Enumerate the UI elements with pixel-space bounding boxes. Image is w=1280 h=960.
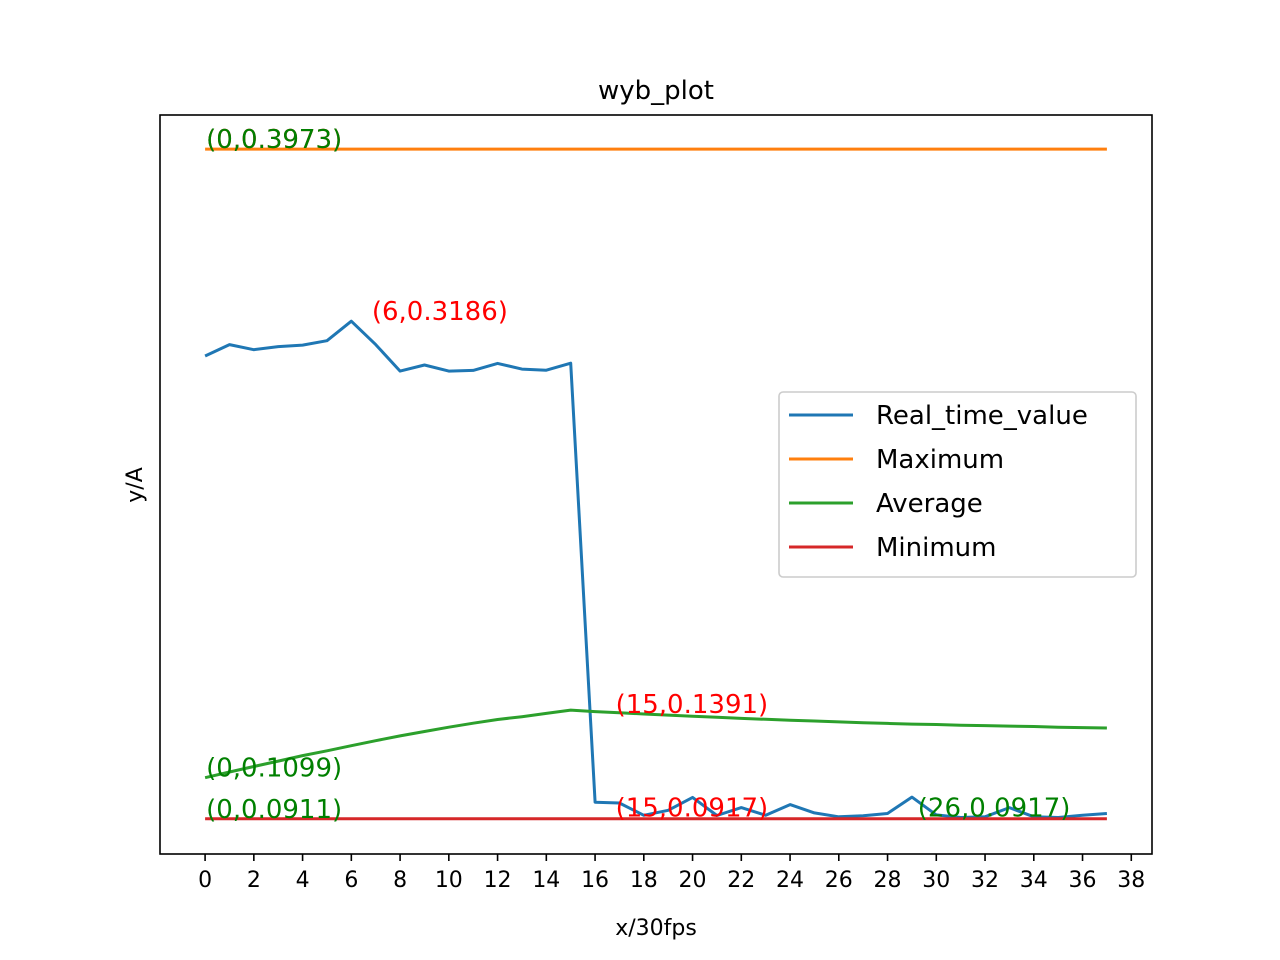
x-tick-label: 16	[581, 868, 609, 893]
x-tick-label: 22	[727, 868, 755, 893]
x-tick-label: 10	[435, 868, 463, 893]
data-annotation: (0,0.3973)	[206, 125, 342, 155]
x-tick-label: 6	[344, 868, 358, 893]
series-line-average	[204, 708, 1107, 780]
legend: Real_time_value Maximum Average Minimum	[778, 391, 1137, 578]
legend-label: Real_time_value	[876, 401, 1088, 431]
x-tick-label: 2	[247, 868, 261, 893]
x-tick-label: 28	[874, 868, 902, 893]
x-axis-ticks: 0 2 4 6 8 10 12 14 16 18 20 22 24 26 28 30 32 34 36 38	[198, 854, 1145, 893]
x-tick-label: 18	[630, 868, 658, 893]
x-tick-label: 36	[1069, 868, 1097, 893]
data-annotation: (6,0.3186)	[372, 297, 508, 327]
y-axis-label: y/A	[123, 467, 148, 502]
plot-area	[204, 147, 1108, 821]
chart-title: wyb_plot	[598, 76, 714, 106]
legend-label: Average	[876, 489, 983, 519]
x-tick-label: 4	[296, 868, 310, 893]
legend-box	[778, 391, 1137, 578]
series-line-real-time-value	[204, 319, 1108, 819]
data-annotation: (0,0.3973)	[206, 125, 342, 155]
x-tick-label: 38	[1117, 868, 1145, 893]
x-tick-label: 24	[776, 868, 804, 893]
annotations: (0,0.3973)(0,0.3973)(6,0.3186)(15,0.1391…	[206, 125, 1070, 825]
x-tick-label: 20	[679, 868, 707, 893]
x-tick-label: 0	[198, 868, 212, 893]
data-annotation: (0,0.0911)	[206, 795, 342, 825]
x-tick-label: 14	[532, 868, 560, 893]
legend-label: Maximum	[876, 445, 1004, 475]
data-annotation: (0,0.1099)	[206, 754, 342, 784]
x-tick-label: 30	[922, 868, 950, 893]
x-tick-label: 26	[825, 868, 853, 893]
axes-frame	[159, 114, 1153, 855]
x-tick-label: 32	[971, 868, 999, 893]
x-tick-label: 12	[484, 868, 512, 893]
data-annotation: (26,0.0917)	[918, 793, 1071, 823]
x-tick-label: 8	[393, 868, 407, 893]
legend-label: Minimum	[876, 533, 997, 563]
x-axis-label: x/30fps	[615, 916, 697, 941]
data-annotation: (15,0.1391)	[616, 690, 769, 720]
data-annotation: (15,0.0917)	[616, 793, 769, 823]
x-tick-label: 34	[1020, 868, 1048, 893]
